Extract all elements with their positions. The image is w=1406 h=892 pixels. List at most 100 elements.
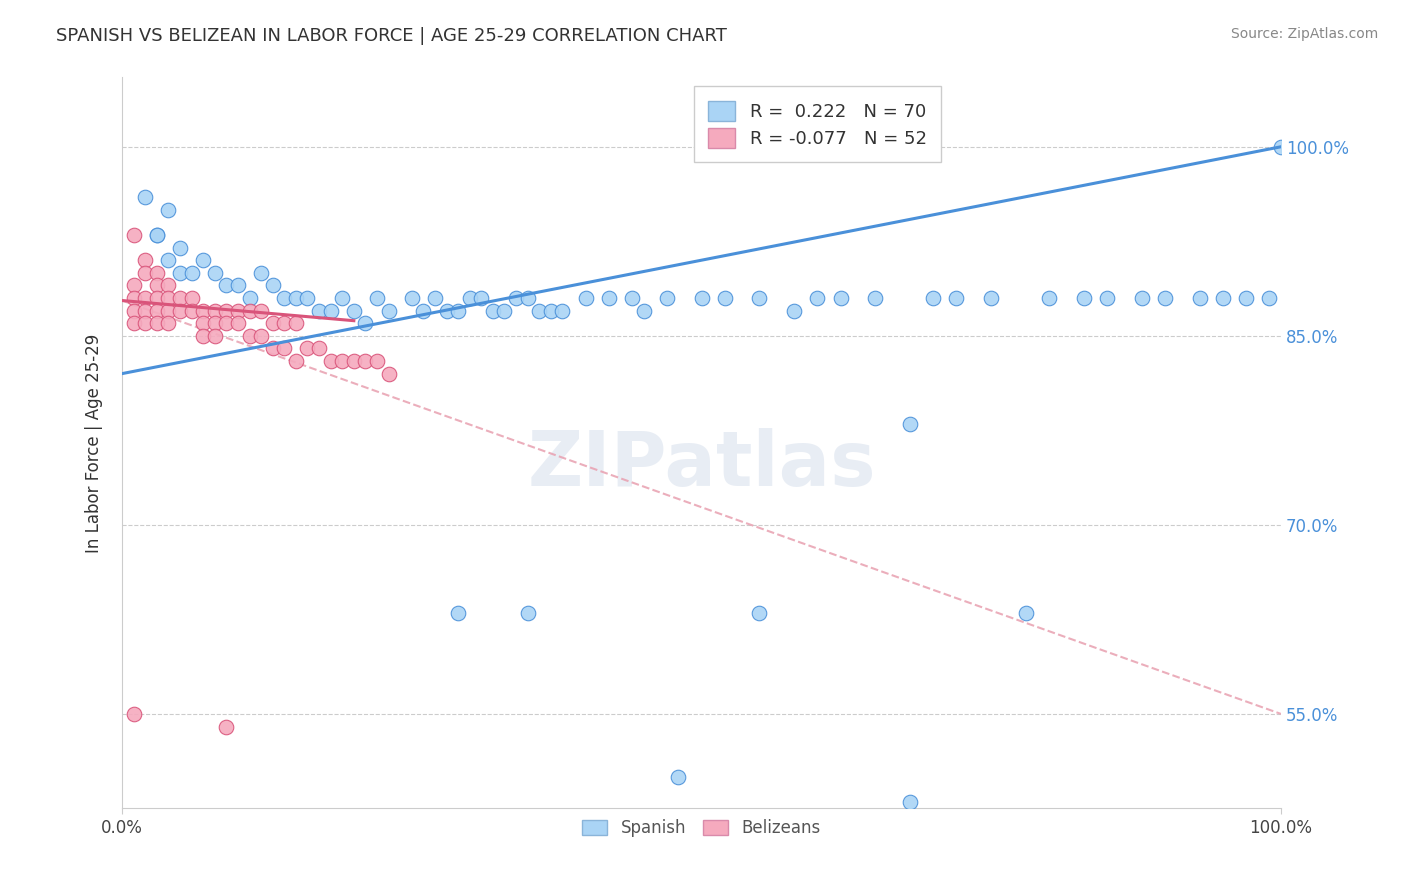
Point (157, 316, 180, 330)
Point (666, 770, 689, 784)
Point (1073, 291, 1095, 305)
Point (830, 291, 852, 305)
Point (690, 291, 713, 305)
Point (377, 367, 399, 381)
Point (366, 354, 388, 368)
Point (193, 253, 215, 268)
Point (122, 316, 145, 330)
Point (945, 291, 967, 305)
Point (146, 227, 169, 242)
Point (262, 342, 284, 356)
Point (1258, 291, 1281, 305)
Point (1270, 140, 1292, 154)
Point (134, 190, 156, 204)
Point (1188, 291, 1211, 305)
Point (505, 291, 527, 305)
Point (273, 291, 295, 305)
Point (146, 303, 169, 318)
Point (250, 266, 273, 280)
Point (482, 303, 505, 318)
Point (494, 303, 516, 318)
Point (146, 278, 169, 293)
Point (215, 316, 238, 330)
Point (297, 291, 319, 305)
Point (922, 291, 945, 305)
Point (193, 316, 215, 330)
Point (401, 291, 423, 305)
Point (319, 354, 342, 368)
Point (1038, 291, 1060, 305)
Point (806, 291, 828, 305)
Point (262, 278, 284, 293)
Point (250, 328, 273, 343)
Point (262, 316, 284, 330)
Point (122, 303, 145, 318)
Point (193, 328, 215, 343)
Point (783, 303, 806, 318)
Point (330, 354, 353, 368)
Point (284, 354, 307, 368)
Point (470, 291, 492, 305)
Point (238, 303, 260, 318)
Point (1015, 606, 1038, 620)
Point (180, 266, 202, 280)
Point (458, 291, 481, 305)
Point (169, 241, 191, 255)
Text: ZIPatlas: ZIPatlas (527, 428, 876, 502)
Point (655, 291, 678, 305)
Point (169, 266, 191, 280)
Point (204, 328, 226, 343)
Point (343, 354, 366, 368)
Point (146, 266, 169, 280)
Point (633, 303, 655, 318)
Point (284, 316, 307, 330)
Point (898, 417, 921, 431)
Point (354, 316, 377, 330)
Point (377, 303, 399, 318)
Point (157, 291, 180, 305)
Text: Source: ZipAtlas.com: Source: ZipAtlas.com (1230, 27, 1378, 41)
Point (238, 291, 260, 305)
Point (284, 291, 307, 305)
Point (748, 606, 770, 620)
Point (308, 342, 330, 356)
Point (193, 303, 215, 318)
Point (297, 342, 319, 356)
Point (215, 719, 238, 733)
Point (540, 303, 562, 318)
Point (598, 291, 620, 305)
Point (226, 278, 249, 293)
Point (330, 291, 353, 305)
Point (354, 354, 377, 368)
Point (343, 303, 366, 318)
Point (134, 303, 156, 318)
Point (273, 316, 295, 330)
Point (157, 202, 180, 217)
Point (146, 316, 169, 330)
Point (226, 303, 249, 318)
Point (1095, 291, 1118, 305)
Point (157, 278, 180, 293)
Point (134, 253, 156, 268)
Point (146, 227, 169, 242)
Point (157, 303, 180, 318)
Point (308, 303, 330, 318)
Point (238, 328, 260, 343)
Legend: Spanish, Belizeans: Spanish, Belizeans (576, 813, 827, 844)
Point (575, 291, 598, 305)
Point (169, 291, 191, 305)
Point (204, 303, 226, 318)
Point (134, 316, 156, 330)
Point (529, 303, 551, 318)
Point (1130, 291, 1153, 305)
Point (1154, 291, 1177, 305)
Point (447, 303, 470, 318)
Point (436, 303, 458, 318)
Point (134, 291, 156, 305)
Point (447, 606, 470, 620)
Point (122, 291, 145, 305)
Point (250, 303, 273, 318)
Point (157, 253, 180, 268)
Point (898, 795, 921, 809)
Point (1234, 291, 1257, 305)
